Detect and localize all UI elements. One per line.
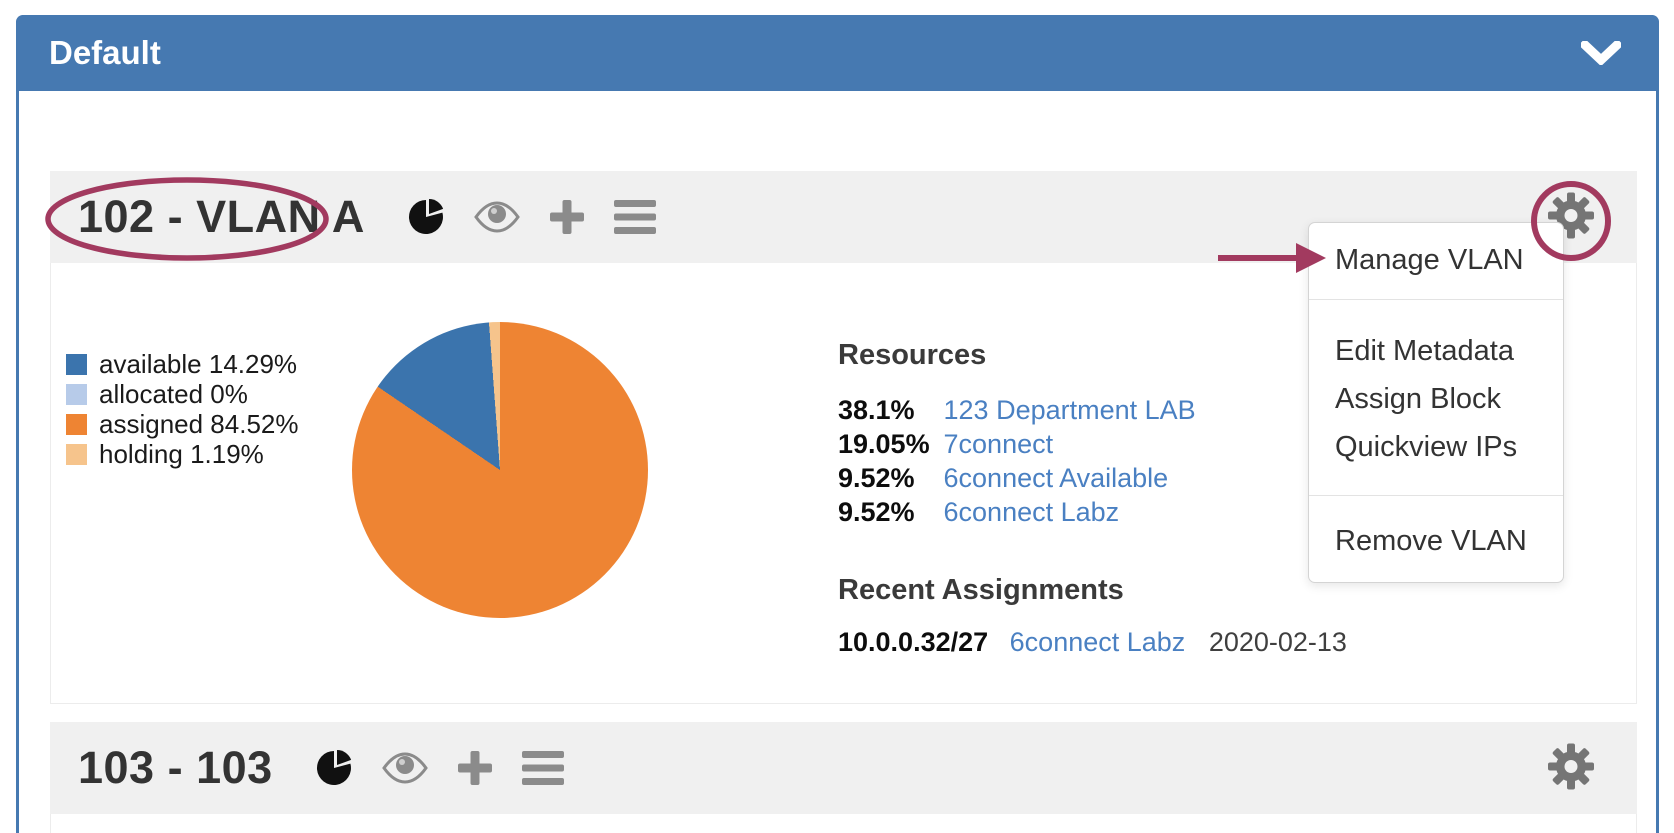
legend-item: holding 1.19% (66, 439, 298, 469)
legend-label: assigned 84.52% (99, 408, 299, 439)
vlan-card-title-103: 103 - 103 (78, 742, 273, 793)
resource-percent: 9.52% (838, 497, 915, 527)
legend-label: holding 1.19% (99, 438, 264, 469)
pie-chart (352, 322, 648, 618)
pie-chart-icon[interactable] (407, 197, 447, 237)
legend-swatch-available (66, 353, 87, 375)
chevron-down-icon[interactable] (1581, 41, 1621, 65)
legend-swatch-holding (66, 443, 87, 465)
vlan-card-toolbar-102 (407, 197, 656, 237)
menu-item-assign-block[interactable]: Assign Block (1335, 383, 1502, 415)
resource-link[interactable]: 7connect (943, 429, 1054, 459)
plus-icon[interactable] (455, 748, 495, 788)
menu-item-manage-vlan[interactable]: Manage VLAN (1335, 244, 1524, 276)
assignment-link[interactable]: 6connect Labz (1009, 627, 1186, 657)
gear-dropdown-menu: Manage VLAN Edit Metadata Assign Block Q… (1308, 222, 1564, 583)
legend-item: available 14.29% (66, 349, 298, 379)
resources-heading: Resources (838, 339, 987, 371)
resource-link[interactable]: 123 Department LAB (943, 395, 1196, 425)
legend-item: allocated 0% (66, 379, 298, 409)
vlan-card-body-103 (50, 814, 1637, 833)
plus-icon[interactable] (547, 197, 587, 237)
vlan-card-header-103: 103 - 103 (50, 722, 1637, 814)
resource-row: 38.1% 123 Department LAB (838, 395, 1298, 425)
assignment-row: 10.0.0.32/27 6connect Labz 2020-02-13 (838, 627, 1347, 657)
menu-group: Edit Metadata Assign Block Quickview IPs (1309, 299, 1563, 495)
menu-item-remove-vlan[interactable]: Remove VLAN (1335, 525, 1527, 557)
menu-item-edit-metadata[interactable]: Edit Metadata (1335, 335, 1514, 367)
legend-label: available 14.29% (99, 348, 298, 379)
eye-icon[interactable] (474, 201, 520, 233)
resource-percent: 9.52% (838, 463, 915, 493)
pie-legend: available 14.29% allocated 0% assigned 8… (66, 349, 298, 472)
assignment-block: 10.0.0.32/27 (838, 627, 989, 657)
gear-icon[interactable] (1545, 741, 1597, 796)
recent-assignments-heading: Recent Assignments (838, 574, 1124, 606)
assignment-date: 2020-02-13 (1208, 627, 1347, 657)
accordion-header[interactable]: Default (16, 15, 1659, 91)
resource-row: 19.05% 7connect (838, 429, 1298, 459)
pie-chart-icon[interactable] (315, 748, 355, 788)
resource-percent: 38.1% (838, 395, 915, 425)
resource-link[interactable]: 6connect Labz (943, 497, 1120, 527)
legend-label: allocated 0% (99, 378, 248, 409)
menu-icon[interactable] (613, 200, 656, 234)
resource-percent: 19.05% (838, 429, 930, 459)
legend-swatch-allocated (66, 383, 87, 405)
eye-icon[interactable] (381, 752, 428, 784)
vlan-card-toolbar-103 (315, 748, 564, 788)
vlan-card-title-102: 102 - VLAN A (78, 191, 365, 242)
menu-group: Manage VLAN (1309, 223, 1563, 299)
legend-item: assigned 84.52% (66, 409, 298, 439)
resource-row: 9.52% 6connect Labz (838, 497, 1298, 527)
menu-icon[interactable] (521, 751, 564, 785)
menu-item-quickview-ips[interactable]: Quickview IPs (1335, 431, 1518, 463)
resource-link[interactable]: 6connect Available (943, 463, 1169, 493)
accordion-title: Default (49, 34, 161, 71)
menu-group: Remove VLAN (1309, 495, 1563, 582)
resources-column: Resources 38.1% 123 Department LAB 19.05… (838, 339, 1347, 657)
legend-swatch-assigned (66, 413, 87, 435)
resource-row: 9.52% 6connect Available (838, 463, 1298, 493)
